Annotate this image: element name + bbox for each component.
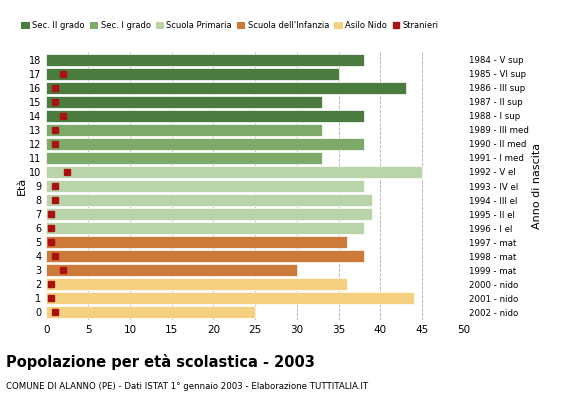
Bar bbox=[46, 96, 322, 108]
Bar bbox=[46, 292, 414, 304]
Bar bbox=[46, 236, 347, 248]
Bar bbox=[46, 180, 364, 192]
Bar bbox=[46, 82, 405, 94]
Text: COMUNE DI ALANNO (PE) - Dati ISTAT 1° gennaio 2003 - Elaborazione TUTTITALIA.IT: COMUNE DI ALANNO (PE) - Dati ISTAT 1° ge… bbox=[6, 382, 368, 391]
Y-axis label: Anno di nascita: Anno di nascita bbox=[531, 143, 542, 229]
Bar bbox=[46, 250, 364, 262]
Bar bbox=[46, 278, 347, 290]
Text: Popolazione per età scolastica - 2003: Popolazione per età scolastica - 2003 bbox=[6, 354, 315, 370]
Bar bbox=[46, 194, 372, 206]
Bar bbox=[46, 138, 364, 150]
Bar bbox=[46, 124, 322, 136]
Bar bbox=[46, 166, 422, 178]
Bar bbox=[46, 264, 297, 276]
Bar bbox=[46, 110, 364, 122]
Bar bbox=[46, 68, 339, 80]
Bar bbox=[46, 208, 372, 220]
Bar bbox=[46, 306, 255, 318]
Bar bbox=[46, 54, 364, 66]
Bar bbox=[46, 222, 364, 234]
Bar bbox=[46, 152, 322, 164]
Y-axis label: Età: Età bbox=[16, 177, 26, 195]
Legend: Sec. II grado, Sec. I grado, Scuola Primaria, Scuola dell'Infanzia, Asilo Nido, : Sec. II grado, Sec. I grado, Scuola Prim… bbox=[21, 21, 438, 30]
